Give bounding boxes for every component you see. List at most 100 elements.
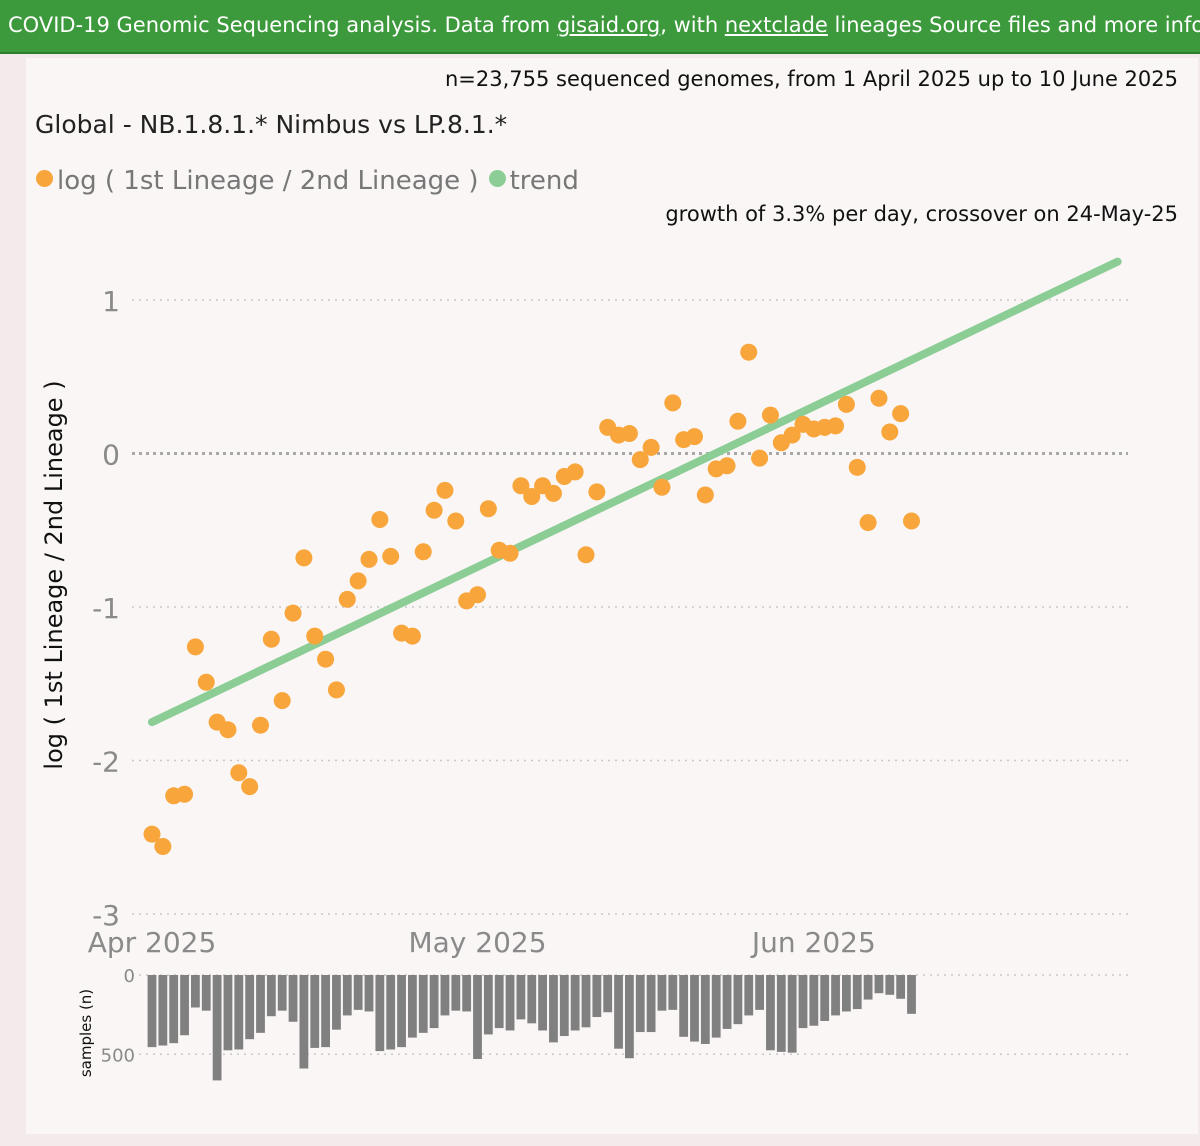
- banner-text-3: lineages Source files and more info on: [834, 13, 1200, 37]
- sample-bar: [570, 975, 580, 1031]
- data-point: [859, 514, 877, 532]
- bar-axis-label: samples (n): [77, 989, 95, 1077]
- sample-bar: [755, 975, 764, 1010]
- data-point: [219, 721, 237, 739]
- bar-y-tick-label: 0: [124, 966, 135, 987]
- data-point: [469, 586, 486, 604]
- sample-bar: [277, 975, 287, 1011]
- data-point: [631, 451, 649, 469]
- data-point: [718, 457, 736, 475]
- sample-bar: [364, 975, 374, 1012]
- banner-text-1: COVID-19 Genomic Sequencing analysis. Da…: [8, 13, 557, 37]
- sample-bar: [798, 975, 808, 1029]
- data-point: [761, 406, 779, 424]
- data-point: [729, 412, 747, 430]
- data-point: [696, 486, 714, 504]
- sample-bar: [473, 975, 482, 1060]
- data-point: [317, 650, 335, 668]
- y-tick-label: 1: [102, 285, 120, 318]
- legend: log ( 1st Lineage / 2nd Lineage ) trend: [36, 166, 589, 196]
- data-point: [664, 394, 682, 412]
- sample-bar: [494, 975, 504, 1029]
- data-point: [512, 477, 530, 495]
- sample-bar: [234, 975, 244, 1050]
- sample-bar: [288, 975, 298, 1022]
- legend-dot-orange-icon: [36, 170, 53, 187]
- header-banner: COVID-19 Genomic Sequencing analysis. Da…: [0, 0, 1200, 54]
- data-point: [306, 627, 324, 645]
- sample-bar: [462, 975, 472, 1012]
- y-tick-label: 0: [102, 439, 120, 472]
- sample-bar: [852, 975, 862, 1010]
- sample-bar: [212, 975, 222, 1081]
- sample-bar: [266, 975, 276, 1017]
- data-point: [143, 825, 161, 843]
- sample-bar: [386, 975, 396, 1050]
- sample-bar: [299, 975, 309, 1069]
- sample-bar: [787, 975, 797, 1053]
- sample-bar: [201, 975, 211, 1011]
- legend-label-trend: trend: [509, 166, 579, 196]
- sample-bar: [332, 975, 341, 1030]
- sample-bar: [451, 975, 461, 1011]
- sample-bar: [408, 975, 417, 1038]
- data-point: [252, 716, 269, 734]
- sample-bar: [516, 975, 526, 1020]
- sample-bar: [223, 975, 233, 1051]
- chart-title: Global - NB.1.8.1.* Nimbus vs LP.8.1.*: [35, 110, 508, 139]
- legend-item-ratio[interactable]: log ( 1st Lineage / 2nd Lineage ): [36, 166, 479, 196]
- y-tick-label: -2: [92, 746, 120, 779]
- gisaid-link[interactable]: gisaid.org: [556, 13, 661, 37]
- data-point: [751, 449, 769, 467]
- sample-bar: [907, 975, 916, 1014]
- data-point: [642, 438, 660, 456]
- trend-line: [148, 257, 1122, 727]
- data-point: [523, 487, 541, 505]
- data-point: [230, 764, 248, 782]
- sample-bar: [635, 975, 645, 1033]
- sample-bar: [711, 975, 721, 1038]
- sample-bar: [668, 975, 678, 1010]
- legend-item-trend[interactable]: trend: [488, 166, 579, 196]
- sample-bar: [744, 975, 754, 1016]
- data-point: [501, 544, 519, 562]
- data-point: [197, 673, 215, 691]
- sample-bar: [679, 975, 689, 1037]
- sample-bar: [245, 975, 255, 1040]
- data-point: [892, 405, 910, 423]
- data-point: [653, 478, 671, 496]
- sample-bar: [592, 975, 602, 1018]
- data-point: [783, 426, 801, 444]
- data-point: [827, 417, 845, 435]
- sample-bar: [527, 975, 537, 1024]
- data-point: [338, 590, 356, 608]
- data-point: [154, 837, 172, 855]
- growth-annotation: growth of 3.3% per day, crossover on 24-…: [665, 202, 1178, 226]
- x-tick-label: May 2025: [408, 926, 546, 959]
- sample-bar: [505, 975, 515, 1031]
- sample-bar: [418, 975, 428, 1033]
- sample-bar: [831, 975, 840, 1016]
- sample-bar: [614, 975, 623, 1049]
- sample-bar: [625, 975, 634, 1059]
- sample-bar: [581, 975, 591, 1028]
- nextclade-link[interactable]: nextclade: [724, 13, 828, 37]
- sample-bar: [766, 975, 775, 1051]
- data-point: [425, 501, 443, 519]
- data-point: [577, 546, 595, 564]
- sample-bar: [842, 975, 851, 1012]
- data-point: [436, 481, 454, 499]
- data-point: [566, 463, 584, 481]
- sample-bar: [603, 975, 613, 1013]
- sample-bar: [321, 975, 330, 1048]
- data-point: [241, 778, 259, 796]
- data-point: [176, 785, 194, 803]
- data-point: [479, 500, 497, 518]
- sample-bar: [353, 975, 363, 1010]
- banner-text-2: , with: [660, 13, 725, 37]
- data-point: [588, 483, 606, 501]
- legend-dot-green-icon: [488, 170, 506, 187]
- sample-bar: [256, 975, 265, 1033]
- sample-bar: [722, 975, 732, 1029]
